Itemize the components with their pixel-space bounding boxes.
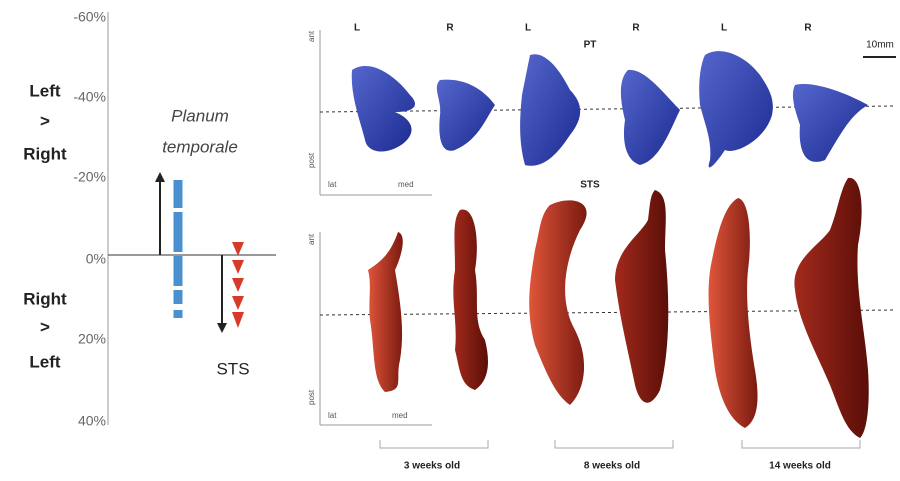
label: Left: [29, 81, 61, 100]
label: Right: [23, 289, 67, 308]
label: STS: [216, 359, 249, 378]
axis-label: lat: [328, 411, 337, 420]
axis-label: post: [307, 389, 316, 405]
scale-label: 10mm: [866, 40, 894, 51]
morphology-panel: L R L R L R PT STS 10mm ant post lat med…: [307, 23, 896, 472]
tick-label: -60%: [73, 9, 106, 25]
age-label: 14 weeks old: [769, 461, 831, 472]
title: PT: [584, 40, 597, 51]
axis-label: ant: [307, 30, 316, 42]
header: R: [632, 23, 640, 34]
tick-label: -40%: [73, 89, 106, 105]
header: L: [721, 23, 727, 34]
label: Planum: [171, 106, 229, 125]
bracket: [379, 440, 489, 449]
header: R: [804, 23, 812, 34]
label: Right: [23, 144, 67, 163]
arrow-head: [155, 172, 165, 182]
title: STS: [580, 180, 600, 191]
tick-label: 0%: [86, 251, 106, 267]
axis-label: lat: [328, 180, 337, 189]
label: Left: [29, 352, 61, 371]
sts-shape: [368, 177, 869, 439]
label: >: [40, 111, 50, 130]
tick-label: 20%: [78, 331, 106, 347]
age-label: 3 weeks old: [404, 461, 460, 472]
asymmetry-panel: -60% -40% -20% 0% 20% 40% Left > Right R…: [23, 9, 276, 429]
header: L: [525, 23, 531, 34]
header: L: [354, 23, 360, 34]
label: >: [40, 317, 50, 336]
pt-shape: [351, 51, 868, 168]
header: R: [446, 23, 454, 34]
sts-bar: [232, 242, 244, 328]
bracket: [741, 440, 861, 449]
axis-label: ant: [307, 233, 316, 245]
tick-label: 40%: [78, 413, 106, 429]
tick-label: -20%: [73, 169, 106, 185]
axis-label: post: [307, 152, 316, 168]
axis-label: med: [392, 411, 408, 420]
age-label: 8 weeks old: [584, 461, 640, 472]
axis-label: med: [398, 180, 414, 189]
label: temporale: [162, 137, 238, 156]
bracket: [554, 440, 674, 449]
arrow-head: [217, 323, 227, 333]
